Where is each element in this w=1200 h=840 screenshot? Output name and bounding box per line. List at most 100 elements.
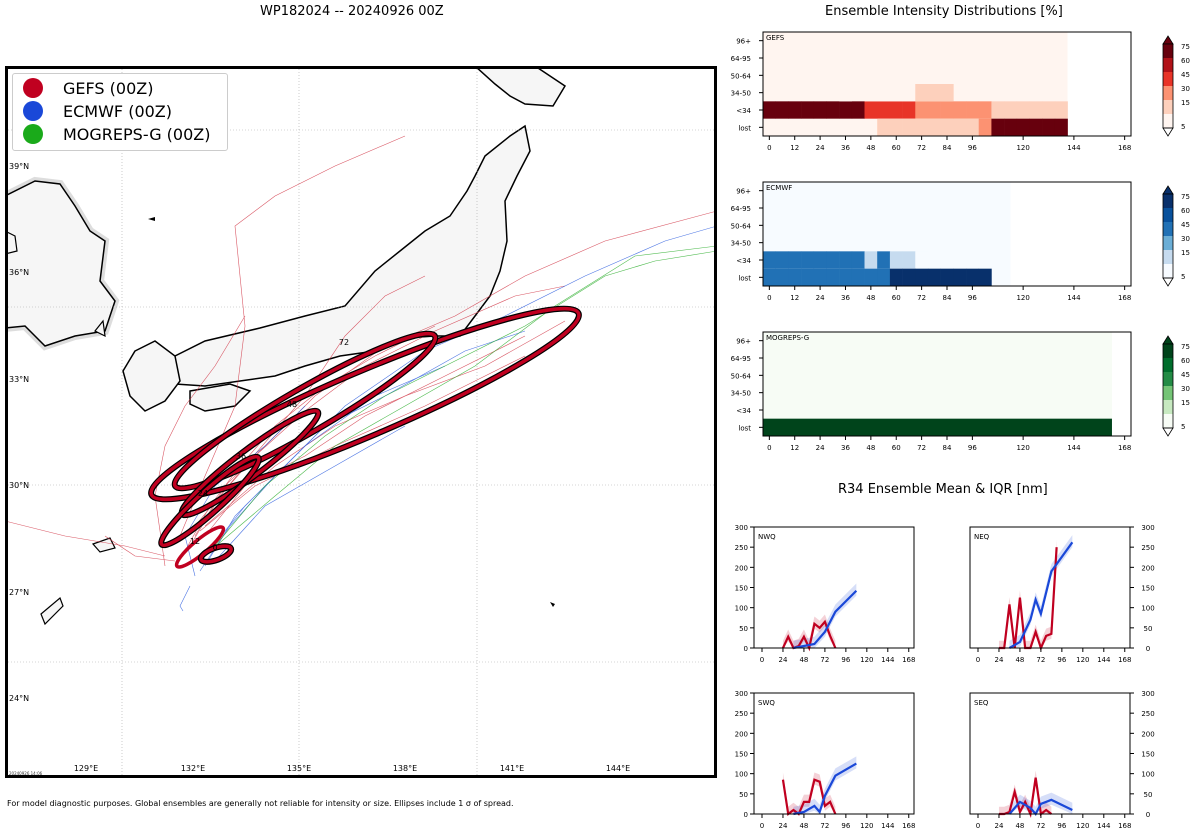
- r34-x-label: 0: [760, 822, 764, 830]
- heatmap-cell: [877, 251, 891, 269]
- colorbar-bottom-arrow: [1162, 277, 1174, 287]
- heatmap-cell: [788, 101, 802, 119]
- r34-panel-label: NWQ: [758, 533, 776, 541]
- heatmap-cell: [763, 251, 776, 269]
- ellipse-label-36: 36: [236, 452, 246, 461]
- r34-x-label: 0: [976, 656, 980, 664]
- colorbar-segment: [1163, 344, 1173, 358]
- heatmap-cell: [927, 101, 941, 119]
- heatmap-y-label: 50-64: [731, 372, 752, 380]
- heatmap-y-label: 64-95: [731, 55, 751, 63]
- heatmap-cell: [826, 268, 840, 286]
- lat-label: 30°N: [9, 481, 29, 490]
- heatmap-x-label: 36: [841, 444, 850, 452]
- colorbar-label: 15: [1181, 249, 1190, 257]
- r34-iqr-band: [793, 583, 857, 648]
- heatmap-x-label: 120: [1016, 144, 1029, 152]
- r34-x-label: 120: [1076, 656, 1089, 664]
- heatmap-cell: [978, 118, 992, 136]
- heatmap-cell: [889, 101, 903, 119]
- r34-x-label: 120: [860, 656, 873, 664]
- heatmap-x-label: 36: [841, 294, 850, 302]
- heatmap-x-label: 60: [892, 144, 901, 152]
- heatmap-y-label: 50-64: [731, 72, 752, 80]
- r34-y-label: 150: [1141, 751, 1154, 759]
- legend-entry-mogreps: MOGREPS-G (00Z): [23, 123, 210, 145]
- lat-label: 24°N: [9, 694, 29, 703]
- heatmap-y-label: <34: [736, 257, 751, 265]
- r34-y-label: 0: [744, 811, 748, 819]
- heatmap-cell: [927, 84, 941, 102]
- gefs-ellipses: [148, 305, 582, 569]
- colorbar-segment: [1163, 358, 1173, 372]
- heatmap-cell: [978, 101, 992, 119]
- heatmap-cell: [991, 118, 1005, 136]
- land-kyushu: [122, 340, 181, 412]
- intensity-charts: GEFS 96+ 64-95 50-64 34-50 <34 lost 0 12 24 36 48 60…: [731, 31, 1190, 452]
- heatmap-cell: [889, 118, 903, 136]
- legend-marker: [23, 101, 43, 121]
- heatmap-x-label: 24: [816, 444, 825, 452]
- heatmap-y-label: 34-50: [731, 90, 751, 98]
- heatmap-cell: [839, 251, 853, 269]
- heatmap-mogreps-g: MOGREPS-G 96+ 64-95 50-64 34-50 <34 lost 0 12 24 3…: [731, 331, 1190, 452]
- colorbar-segment: [1163, 250, 1173, 264]
- heatmap-x-label: 84: [943, 444, 952, 452]
- land-hokkaido: [473, 66, 567, 107]
- colorbar-segment: [1163, 72, 1173, 86]
- colorbar-segment: [1163, 222, 1173, 236]
- heatmap-x-label: 120: [1016, 444, 1029, 452]
- heatmap-cell: [902, 118, 916, 136]
- colorbar-segment: [1163, 44, 1173, 58]
- lat-label: 36°N: [9, 268, 29, 277]
- r34-y-label: 300: [1141, 524, 1154, 532]
- heatmap-cell: [915, 118, 929, 136]
- heatmap-cell: [864, 101, 878, 119]
- r34-y-label: 100: [735, 771, 748, 779]
- colorbar-segment: [1163, 414, 1173, 428]
- r34-frame: [753, 692, 915, 815]
- colorbar-segment: [1163, 400, 1173, 414]
- r34-y-label: 50: [739, 625, 748, 633]
- heatmap-cell: [851, 251, 865, 269]
- heatmap-gefs: GEFS 96+ 64-95 50-64 34-50 <34 lost 0 12 24 36 48 60…: [731, 31, 1190, 152]
- heatmap-cell: [1004, 118, 1018, 136]
- heatmap-cell: [813, 101, 827, 119]
- r34-y-label: 150: [1141, 585, 1154, 593]
- heatmap-cell: [763, 418, 1112, 436]
- heatmap-cell: [839, 101, 853, 119]
- r34-x-label: 24: [995, 656, 1004, 664]
- heatmap-cell: [763, 268, 776, 286]
- r34-x-label: 24: [779, 656, 788, 664]
- r34-y-label: 300: [735, 690, 748, 698]
- r34-y-label: 150: [735, 751, 748, 759]
- land-honshu: [154, 124, 531, 387]
- legend-entry-gefs: GEFS (00Z): [23, 77, 153, 99]
- heatmap-cell: [801, 101, 815, 119]
- heatmap-cell: [801, 268, 815, 286]
- heatmap-x-label: 168: [1118, 144, 1131, 152]
- heatmap-x-label: 0: [767, 144, 771, 152]
- heatmap-cell: [915, 268, 929, 286]
- lon-label: 135°E: [287, 764, 311, 773]
- heatmap-cell: [775, 251, 789, 269]
- heatmap-x-label: 24: [816, 144, 825, 152]
- lat-label: 27°N: [9, 588, 29, 597]
- colorbar: 75 60 45 30 15 5: [1162, 185, 1190, 287]
- r34-x-label: 48: [1015, 822, 1024, 830]
- heatmap-panel-label: GEFS: [766, 34, 785, 42]
- heatmap-x-label: 168: [1118, 294, 1131, 302]
- lat-label: 33°N: [9, 375, 29, 384]
- ellipse-labels: 0 12 24 36 48 72: [190, 338, 349, 552]
- colorbar-label: 5: [1181, 273, 1185, 281]
- legend-entry-ecmwf: ECMWF (00Z): [23, 100, 172, 122]
- r34-panel-swq: SWQ 300 250 200 150 100 50 0 0 24 48 72 96 120 144 168: [735, 690, 916, 830]
- colorbar-label: 15: [1181, 99, 1190, 107]
- heatmap-cell: [902, 84, 916, 102]
- heatmap-cell: [889, 84, 903, 102]
- heatmap-cell: [1042, 118, 1056, 136]
- r34-panel-label: SEQ: [974, 699, 989, 707]
- colorbar-label: 75: [1181, 343, 1190, 351]
- heatmap-x-label: 96: [968, 144, 977, 152]
